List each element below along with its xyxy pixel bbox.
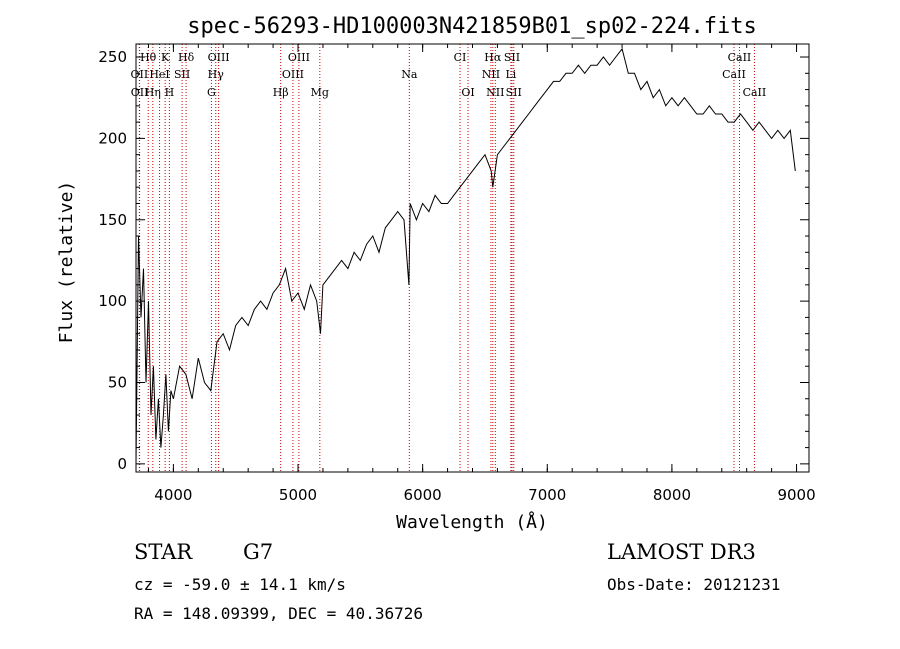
line-label: SII	[504, 51, 520, 64]
line-label: OIII	[288, 51, 310, 64]
y-tick-label: 50	[108, 373, 127, 391]
redshift-cz: cz = -59.0 ± 14.1 km/s	[134, 575, 346, 594]
line-label: OIII	[208, 51, 230, 64]
line-label: CaII	[728, 51, 752, 64]
line-label: NII	[482, 68, 500, 81]
x-tick-label: 4000	[154, 486, 192, 504]
spectrum-line	[135, 47, 796, 464]
subclass: G7	[243, 540, 274, 564]
y-axis: 0 50 100 150 200 250	[98, 48, 809, 473]
x-tick-label: 6000	[404, 486, 442, 504]
x-axis: 4000 5000 6000 7000 8000 9000	[147, 44, 816, 504]
line-label: Mg	[311, 86, 329, 99]
line-label: CI	[454, 51, 467, 64]
y-tick-label: 200	[98, 129, 127, 147]
spectral-line-markers	[138, 44, 755, 472]
chart-title: spec-56293-HD100003N421859B01_sp02-224.f…	[187, 14, 757, 39]
line-label: Hθ	[140, 51, 157, 64]
y-tick-label: 150	[98, 211, 127, 229]
line-label: OIII	[282, 68, 304, 81]
line-label: HeI	[149, 68, 169, 81]
x-tick-label: 8000	[653, 486, 691, 504]
line-label: Hα	[484, 51, 502, 64]
line-label: K	[161, 51, 170, 64]
line-label: Hδ	[178, 51, 195, 64]
line-label: Li	[505, 68, 516, 81]
line-label: OII	[131, 86, 149, 99]
y-tick-label: 0	[117, 455, 127, 473]
survey-name: LAMOST DR3	[607, 540, 756, 564]
line-label: Na	[401, 68, 418, 81]
line-label: Hγ	[208, 68, 225, 81]
y-tick-label: 250	[98, 48, 127, 66]
line-label: SII	[174, 68, 190, 81]
line-label: H	[165, 86, 175, 99]
line-label: CaII	[743, 86, 767, 99]
line-label: CaII	[722, 68, 746, 81]
line-label: OII	[131, 68, 149, 81]
x-tick-label: 7000	[528, 486, 566, 504]
line-label: G	[207, 86, 216, 99]
line-label: OI	[461, 86, 474, 99]
line-label: Hβ	[273, 86, 289, 99]
x-tick-label: 9000	[777, 486, 815, 504]
line-label: Hη	[145, 86, 161, 99]
y-axis-label: Flux (relative)	[56, 181, 77, 344]
x-axis-label: Wavelength (Å)	[396, 511, 548, 533]
coordinates: RA = 148.09399, DEC = 40.36726	[134, 604, 423, 623]
line-label: SII	[506, 86, 522, 99]
y-tick-label: 100	[98, 292, 127, 310]
obs-date: Obs-Date: 20121231	[607, 575, 781, 594]
x-tick-label: 5000	[279, 486, 317, 504]
object-class: STAR	[134, 540, 193, 564]
line-label: NII	[486, 86, 504, 99]
